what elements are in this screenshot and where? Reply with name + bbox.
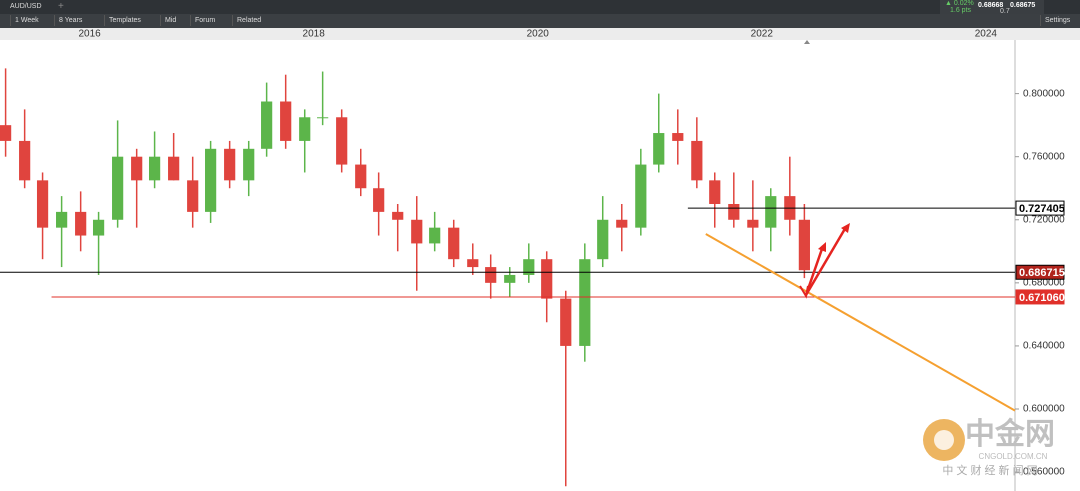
- quote-box: [940, 0, 1044, 14]
- y-tick-label: 0.600000: [1023, 404, 1065, 415]
- points: 1.6 pts: [950, 7, 972, 14]
- candle-body: [411, 219, 423, 244]
- y-tick-label: 0.760000: [1023, 151, 1065, 162]
- price-label: 0.727405: [1019, 203, 1065, 215]
- x-tick-label: 2020: [527, 29, 550, 40]
- arrow-tip: [799, 285, 809, 299]
- arrow: [804, 226, 848, 296]
- candle-body: [243, 148, 255, 181]
- toolbar-button[interactable]: Mid: [160, 15, 180, 26]
- candle-body: [635, 164, 647, 228]
- candle-body: [224, 148, 236, 181]
- candle-body: [56, 211, 68, 228]
- top-bar: AUD/USD + ▲ 0.02% 1.6 pts 0.68668 0.7 0.…: [0, 0, 1080, 15]
- candle-body: [373, 188, 385, 212]
- x-tick-label: 2022: [751, 29, 774, 40]
- candle-body: [579, 259, 591, 346]
- candle-body: [36, 180, 49, 228]
- candle-body: [560, 298, 572, 346]
- candle-body: [187, 180, 199, 212]
- candle-body: [92, 219, 105, 236]
- logo-inner: [934, 430, 954, 450]
- price-label: 0.671060: [1019, 292, 1065, 304]
- bid[interactable]: 0.68668: [978, 2, 1004, 9]
- toolbar-button[interactable]: Related: [232, 15, 265, 26]
- candle-body: [467, 259, 479, 268]
- watermark: 中金网 CNGOLD.COM.CN 中 文 财 经 新 闻 网: [923, 417, 1055, 477]
- annotation-arrows: [799, 223, 850, 299]
- settings[interactable]: Settings: [1040, 15, 1074, 26]
- candle-body: [168, 156, 180, 181]
- candle-body: [504, 274, 516, 283]
- candle-body: [429, 227, 441, 244]
- spread: 0.7: [1000, 8, 1010, 15]
- candle-body: [523, 259, 535, 275]
- y-tick-label: 0.640000: [1023, 341, 1065, 352]
- candle-body: [485, 267, 497, 283]
- candle-body: [709, 180, 721, 204]
- candle-body: [691, 140, 703, 181]
- marker: [804, 40, 810, 44]
- candle-body: [541, 259, 553, 299]
- candle-body: [747, 219, 759, 228]
- candle-body: [448, 227, 460, 260]
- y-tick-label: 0.560000: [1023, 467, 1065, 478]
- chart: 2016 2018 2020 2022 2024 0.560000 0.600000 0.64…: [0, 28, 1080, 491]
- candle-body: [798, 219, 810, 271]
- symbol[interactable]: AUD/USD: [10, 3, 42, 10]
- candle-body: [616, 219, 628, 228]
- arrow-head: [818, 242, 826, 252]
- y-tick-label: 0.720000: [1023, 214, 1065, 225]
- x-axis-band: [0, 28, 1080, 40]
- candle-body: [0, 125, 12, 141]
- add-tab[interactable]: +: [58, 1, 64, 12]
- toolbar-button[interactable]: 8 Years: [54, 15, 86, 26]
- candle-body: [299, 117, 311, 141]
- candle-body: [336, 117, 348, 165]
- candle-body: [392, 211, 404, 220]
- candle-body: [728, 204, 740, 220]
- candle-body: [597, 219, 609, 260]
- arrow-head: [841, 223, 850, 233]
- candle-body: [261, 101, 273, 149]
- candle-body: [355, 164, 367, 189]
- candle-body: [280, 101, 292, 141]
- x-tick-label: 2016: [78, 29, 101, 40]
- x-tick-label: 2018: [303, 29, 326, 40]
- toolbar-button[interactable]: 1 Week: [10, 15, 43, 26]
- y-tick-label: 0.680000: [1023, 277, 1065, 288]
- toolbar-button[interactable]: Templates: [104, 15, 145, 26]
- candle-body: [765, 196, 777, 228]
- change: ▲ 0.02%: [945, 0, 974, 7]
- candle-body: [149, 156, 161, 181]
- price-label-box: [1015, 264, 1065, 280]
- candle-body: [112, 156, 124, 220]
- x-tick-label: 2024: [975, 29, 998, 40]
- toolbar-button[interactable]: Forum: [190, 15, 219, 26]
- candle-body: [19, 140, 31, 181]
- price-label: 0.686715: [1019, 267, 1065, 279]
- trendline: [705, 233, 1016, 412]
- ask[interactable]: 0.68675: [1010, 2, 1036, 9]
- candle-body: [75, 211, 87, 236]
- tool-bar: 1 Week 8 Years Templates Mid Forum Related Set…: [0, 14, 1080, 28]
- price-label-box: [1015, 200, 1065, 216]
- tagline: 中 文 财 经 新 闻 网: [942, 463, 1037, 477]
- brand: 中金网: [965, 417, 1055, 451]
- candle-body: [653, 133, 665, 165]
- price-label-box: [1015, 289, 1065, 305]
- candle-body: [205, 148, 217, 212]
- candle-body: [131, 156, 143, 181]
- candle-body: [317, 117, 329, 119]
- y-tick-label: 0.800000: [1023, 88, 1065, 99]
- candle-body: [672, 133, 684, 141]
- site: CNGOLD.COM.CN: [979, 452, 1048, 461]
